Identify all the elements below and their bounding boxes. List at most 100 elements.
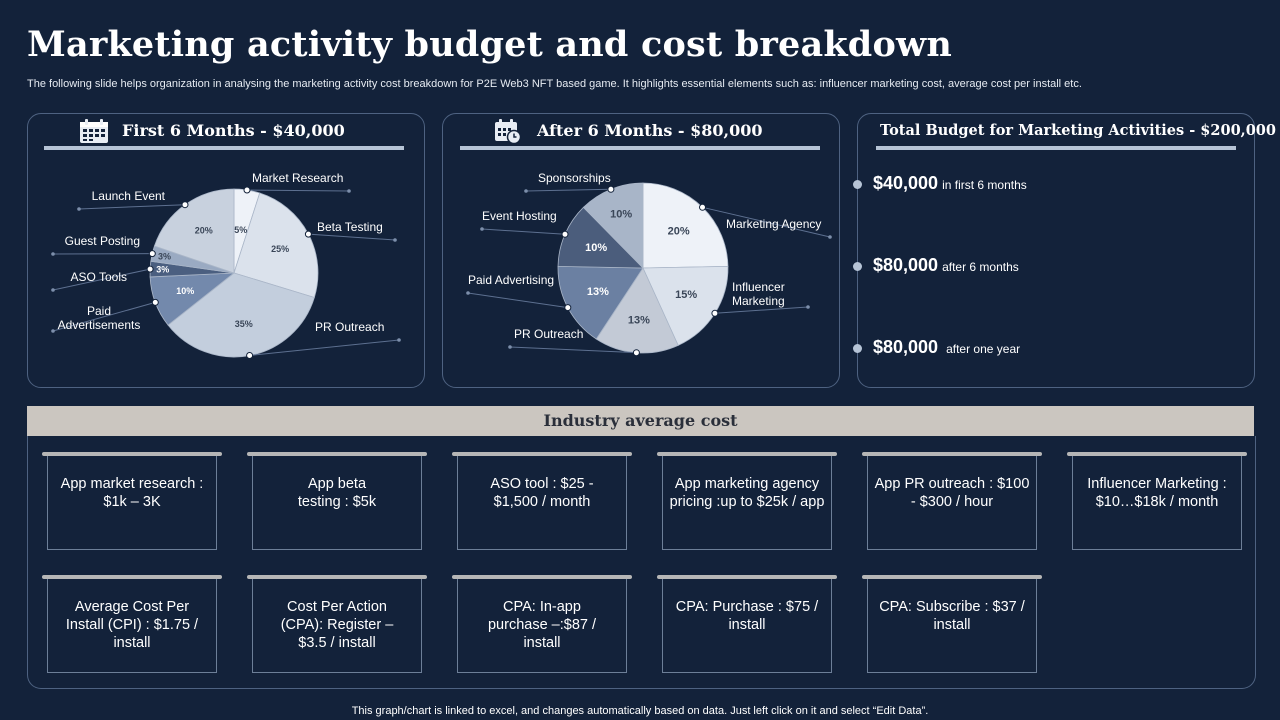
budget-text: after 6 months <box>942 260 1019 274</box>
leader-line <box>481 228 566 235</box>
leader-line <box>78 204 186 210</box>
category-label: Guest Posting <box>65 234 140 248</box>
leader-end-dot <box>51 252 55 256</box>
leader-end-dot <box>828 235 832 239</box>
connector-dot <box>243 186 251 194</box>
card-text: Average Cost Per Install (CPI) : $1.75 /… <box>65 599 199 651</box>
category-label: PR Outreach <box>514 327 583 341</box>
pie-value-label: 20% <box>195 226 213 236</box>
pie-value-label: 10% <box>585 242 607 254</box>
connector-dot <box>561 230 569 238</box>
panel3-divider <box>876 146 1236 150</box>
card-top-bar <box>862 452 1042 456</box>
budget-value: $80,000 <box>873 337 939 357</box>
card-top-bar <box>1067 452 1247 456</box>
pie-value-label: 10% <box>176 286 194 296</box>
card-text: Cost Per Action (CPA): Register – $3.5 /… <box>280 599 394 651</box>
industry-card: App marketing agency pricing :up to $25k… <box>657 452 837 550</box>
pie-value-label: 15% <box>675 289 697 301</box>
connector-dot <box>181 201 189 209</box>
connector-dot <box>246 352 254 359</box>
category-label: Paid Advertising <box>468 273 554 287</box>
leader-end-dot <box>508 345 512 349</box>
connector-dot <box>699 203 706 211</box>
footer-note: This graph/chart is linked to excel, and… <box>351 705 929 717</box>
pie-value-label: 25% <box>271 244 289 254</box>
leader-line <box>308 233 396 241</box>
category-label: Beta Testing <box>317 220 383 234</box>
industry-card: Average Cost Per Install (CPI) : $1.75 /… <box>42 575 222 673</box>
industry-card: CPA: In-app purchase –:$87 / install <box>452 575 632 673</box>
card-text: App marketing agency pricing :up to $25k… <box>669 476 825 510</box>
total-budget-panel <box>857 113 1255 388</box>
industry-card: ASO tool : $25 - $1,500 / month <box>452 452 632 550</box>
industry-card: CPA: Purchase : $75 / install <box>657 575 837 673</box>
industry-card: App market research : $1k – 3K <box>42 452 222 550</box>
leader-end-dot <box>397 338 401 342</box>
industry-panel <box>27 436 1256 689</box>
bullet-dot <box>853 262 862 271</box>
card-top-bar <box>862 575 1042 579</box>
page-title: Marketing activity budget and cost break… <box>27 24 953 65</box>
category-label: Event Hosting <box>482 209 557 223</box>
connector-dot <box>146 265 154 273</box>
card-text: App PR outreach : $100 - $300 / hour <box>874 476 1030 510</box>
pie-value-label: 35% <box>235 319 253 329</box>
bullet-dot <box>853 344 862 353</box>
panel1-divider <box>44 146 404 150</box>
industry-card: Cost Per Action (CPA): Register – $3.5 /… <box>247 575 427 673</box>
card-text: CPA: Subscribe : $37 / install <box>879 599 1025 633</box>
leader-line <box>249 339 400 356</box>
leader-end-dot <box>393 238 397 242</box>
leader-end-dot <box>51 288 55 292</box>
card-text: App market research : $1k – 3K <box>60 476 204 510</box>
page-subtitle: The following slide helps organization i… <box>27 78 1082 90</box>
category-label: Market Research <box>252 171 343 185</box>
pie-value-label: 3% <box>156 265 169 275</box>
bullet-dot <box>853 180 862 189</box>
leader-end-dot <box>524 189 528 193</box>
leader-line <box>246 189 350 192</box>
connector-dot <box>632 349 640 357</box>
calendar-clock-icon <box>495 119 522 144</box>
category-label: Marketing Agency <box>726 217 821 231</box>
budget-text: after one year <box>946 342 1021 356</box>
leader-end-dot <box>806 305 810 309</box>
card-text: CPA: In-app purchase –:$87 / install <box>487 599 597 651</box>
card-text: CPA: Purchase : $75 / install <box>675 599 819 633</box>
pie-value-label: 3% <box>158 252 171 262</box>
panel2-heading: After 6 Months - $80,000 <box>537 121 763 140</box>
card-top-bar <box>657 452 837 456</box>
leader-end-dot <box>480 227 484 231</box>
card-text: ASO tool : $25 - $1,500 / month <box>490 476 594 510</box>
leader-end-dot <box>466 291 470 295</box>
budget-value: $80,000 <box>873 255 939 275</box>
card-text: Influencer Marketing : $10…$18k / month <box>1087 476 1227 510</box>
budget-text: in first 6 months <box>942 178 1027 192</box>
connector-dot <box>564 304 572 312</box>
card-top-bar <box>247 452 427 456</box>
category-label: Influencer Marketing <box>732 280 785 308</box>
connector-dot <box>148 250 156 258</box>
industry-card: CPA: Subscribe : $37 / install <box>862 575 1042 673</box>
connector-dot <box>607 185 615 193</box>
budget-item-first-6-months: $40,000 in first 6 months <box>873 173 1027 194</box>
pie-value-label: 20% <box>668 226 690 238</box>
budget-item-after-6-months: $80,000 after 6 months <box>873 255 1019 276</box>
card-top-bar <box>657 575 837 579</box>
category-label: Launch Event <box>92 189 166 203</box>
leader-line <box>525 188 611 192</box>
card-top-bar <box>452 452 632 456</box>
panel3-heading: Total Budget for Marketing Activities - … <box>880 122 1276 139</box>
connector-dot <box>151 298 159 306</box>
category-label: PR Outreach <box>315 320 384 334</box>
pie-chart-after-6-months: 20% Marketing Agency 15% Influencer Marketin… <box>466 171 832 357</box>
card-top-bar <box>452 575 632 579</box>
connector-dot <box>304 230 312 238</box>
budget-item-after-one-year: $80,000 after one year <box>873 337 1020 358</box>
leader-end-dot <box>347 189 351 193</box>
leader-line <box>509 346 637 354</box>
industry-title: Industry average cost <box>543 411 738 430</box>
leader-end-dot <box>77 207 81 211</box>
card-top-bar <box>42 575 222 579</box>
